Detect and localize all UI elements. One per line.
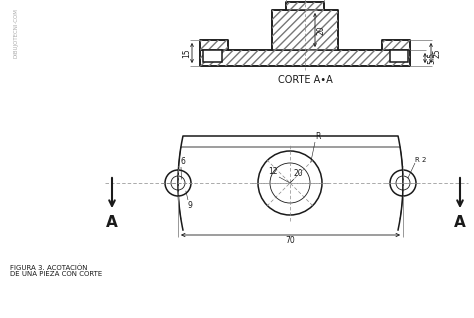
Text: 12: 12 <box>268 167 278 176</box>
Text: DIBUJOTECNI·COM: DIBUJOTECNI·COM <box>13 8 18 58</box>
Polygon shape <box>390 50 408 62</box>
Text: CORTE A•A: CORTE A•A <box>278 75 332 85</box>
Text: R: R <box>315 132 320 141</box>
Polygon shape <box>200 40 228 50</box>
Text: 20: 20 <box>294 169 304 178</box>
Polygon shape <box>200 50 410 66</box>
Text: 25: 25 <box>433 48 442 58</box>
Text: 9: 9 <box>188 201 193 210</box>
Polygon shape <box>382 40 410 50</box>
Text: 15: 15 <box>182 48 191 58</box>
Text: R 2: R 2 <box>415 157 427 163</box>
Polygon shape <box>272 10 338 50</box>
Polygon shape <box>203 50 222 62</box>
Text: A: A <box>454 215 466 230</box>
Text: 6: 6 <box>181 157 186 166</box>
Text: 70: 70 <box>286 236 295 245</box>
Text: 5.5: 5.5 <box>427 52 436 64</box>
Text: FIGURA 3. ACOTACIÓN
DE UNA PIEZA CON CORTE: FIGURA 3. ACOTACIÓN DE UNA PIEZA CON COR… <box>10 264 102 278</box>
Text: 20: 20 <box>317 25 326 35</box>
Polygon shape <box>286 2 324 10</box>
Text: A: A <box>106 215 118 230</box>
